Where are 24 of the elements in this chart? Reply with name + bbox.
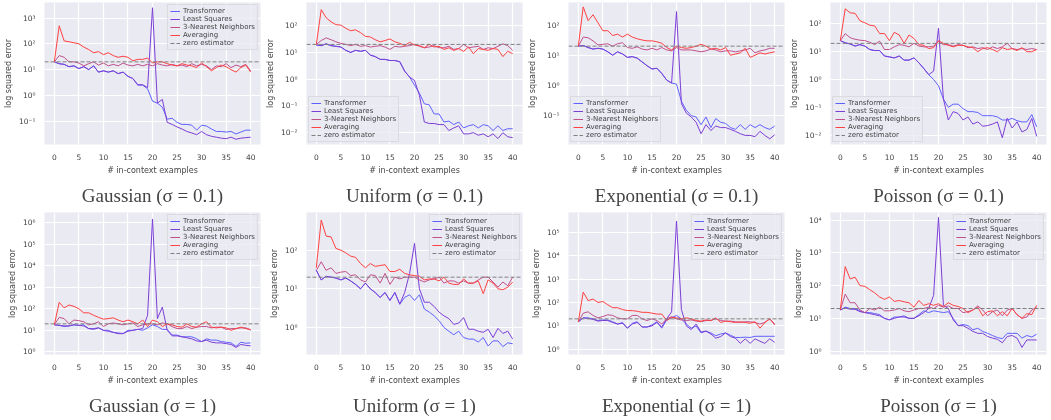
y-axis-title: log squared error xyxy=(531,248,541,318)
y-axis-title: log squared error xyxy=(789,38,799,108)
y-axis-title: log squared error xyxy=(7,248,17,318)
text: Exponential (σ = 1) xyxy=(601,394,752,417)
text: Uniform (σ = 1) xyxy=(353,394,476,417)
text: Gaussian (σ = 1) xyxy=(88,394,217,417)
x-axis-title: # in-context examples xyxy=(893,165,984,175)
y-axis-title: log squared error xyxy=(793,248,803,318)
x-axis-title: # in-context examples xyxy=(369,165,460,175)
x-axis-title: # in-context examples xyxy=(631,375,722,385)
x-axis-title: # in-context examples xyxy=(369,375,460,385)
y-axis-title: log squared error xyxy=(527,38,537,108)
x-axis-title: # in-context examples xyxy=(631,165,722,175)
text: Poisson (σ = 1) xyxy=(880,394,997,417)
text: Gaussian (σ = 0.1) xyxy=(81,184,224,207)
text: Exponential (σ = 0.1) xyxy=(594,184,759,207)
x-axis-title: # in-context examples xyxy=(893,375,984,385)
y-axis-title: log squared error xyxy=(269,248,279,318)
text: Poisson (σ = 0.1) xyxy=(873,184,1004,207)
y-axis-title: log squared error xyxy=(265,38,275,108)
y-axis-title: log squared error xyxy=(3,38,13,108)
x-axis-title: # in-context examples xyxy=(107,165,198,175)
text: Uniform (σ = 0.1) xyxy=(345,184,484,207)
x-axis-title: # in-context examples xyxy=(107,375,198,385)
